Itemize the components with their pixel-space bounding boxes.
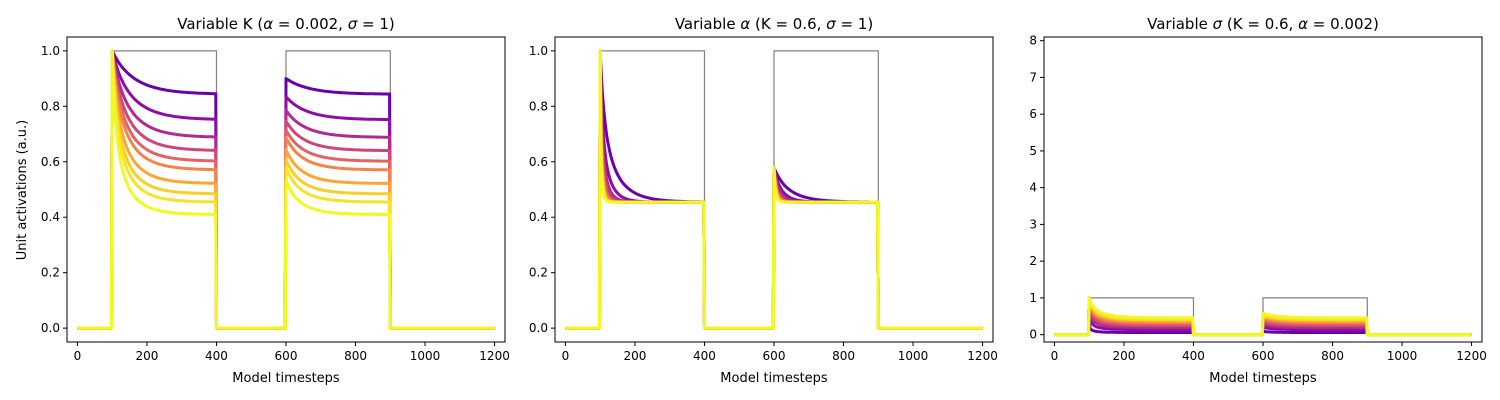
panel-1-xtick-label: 800 [344, 349, 367, 363]
panel-3-title: Variable σ (K = 0.6, α = 0.002) [1147, 15, 1379, 33]
panel-2-xtick-label: 400 [693, 349, 716, 363]
panel-3-xlabel: Model timesteps [1209, 371, 1317, 386]
panel-1-ytick-label: 0.6 [41, 155, 60, 169]
panel-3-series-line [1053, 296, 1473, 337]
panel-1-xtick-label: 1200 [479, 349, 510, 363]
panel-3-xtick-label: 200 [1112, 349, 1135, 363]
panel-2-title-suffix: = 1) [836, 15, 874, 33]
panel-1-title-suffix: = 1) [357, 15, 395, 33]
panel-variable-k: Variable K (α = 0.002, σ = 1) 0 200 400 600… [15, 15, 510, 386]
panel-3-ytick-label: 3 [1029, 217, 1037, 231]
panel-1-frame [66, 36, 506, 343]
panel-3-ytick-label: 6 [1029, 107, 1037, 121]
panel-1-title-alpha: α [263, 15, 273, 33]
panel-2-ytick-label: 1.0 [529, 44, 548, 58]
panel-1-ylabel: Unit activations (a.u.) [15, 120, 30, 261]
panel-3-title-alpha: α [1298, 15, 1308, 33]
panel-1-title: Variable K (α = 0.002, σ = 1) [177, 15, 394, 33]
panel-3-ytick-label: 7 [1029, 70, 1037, 84]
panel-3-xtick-label: 600 [1252, 349, 1275, 363]
panel-2-xtick-label: 0 [562, 349, 570, 363]
panel-3-ytick-label: 0 [1029, 328, 1037, 342]
panel-2-xtick-label: 800 [832, 349, 855, 363]
panel-3-ticks: 0 200 400 600 800 1000 1200 0 1 2 3 4 5 6 7 8 [1029, 34, 1486, 363]
panel-1-ytick-label: 1.0 [41, 44, 60, 58]
panel-3-xtick-label: 0 [1051, 349, 1059, 363]
panel-1-ytick-label: 0.2 [41, 266, 60, 280]
panel-1-ytick-label: 0.4 [41, 210, 60, 224]
panel-3-ytick-label: 8 [1029, 34, 1037, 48]
panel-variable-sigma: Variable σ (K = 0.6, α = 0.002) 0 200 400 6… [1029, 15, 1486, 386]
panel-1-ticks: 0 200 400 600 800 1000 1200 0.0 0.2 0.4 0.6 0.8 1.0 [41, 44, 510, 363]
panel-variable-alpha: Variable α (K = 0.6, σ = 1) 0 200 400 600 80… [529, 15, 998, 386]
panel-3-ytick-label: 5 [1029, 144, 1037, 158]
panel-1-xtick-label: 400 [205, 349, 228, 363]
panel-2-ytick-label: 0.6 [529, 155, 548, 169]
panel-2-series [564, 49, 984, 330]
panel-3-ytick-label: 2 [1029, 254, 1037, 268]
panel-2-frame [554, 36, 994, 343]
panel-3-frame [1043, 36, 1483, 343]
panel-3-series [1053, 296, 1473, 337]
panel-3-xtick-label: 1200 [1456, 349, 1487, 363]
panel-2-xtick-label: 600 [763, 349, 786, 363]
panel-3-xtick-label: 1000 [1387, 349, 1418, 363]
panel-2-series-line [564, 49, 984, 330]
panel-2-xtick-label: 1000 [898, 349, 929, 363]
panel-1-title-prefix: Variable K ( [177, 15, 263, 33]
panel-1-xlabel: Model timesteps [232, 371, 340, 386]
panel-3-title-suffix: (K = 0.6, [1222, 15, 1298, 33]
panel-2-xtick-label: 200 [623, 349, 646, 363]
panel-3-title-middle: = 0.002) [1308, 15, 1379, 33]
panel-2-title-sigma: σ [826, 15, 836, 33]
panel-2-ticks: 0 200 400 600 800 1000 1200 0.0 0.2 0.4 0.6 0.8 1.0 [529, 44, 998, 363]
panel-1-series [76, 49, 496, 330]
panel-2-title-prefix: Variable [675, 15, 741, 33]
panel-2-ytick-label: 0.2 [529, 266, 548, 280]
panel-2-ytick-label: 0.0 [529, 321, 548, 335]
panel-3-title-sigma: σ [1213, 15, 1223, 33]
panel-1-ytick-label: 0.8 [41, 99, 60, 113]
panel-3-ytick-label: 1 [1029, 291, 1037, 305]
panel-1-series-line [76, 49, 496, 330]
panel-2-title-middle: (K = 0.6, [750, 15, 826, 33]
panel-1-title-sigma: σ [348, 15, 358, 33]
panel-2-xlabel: Model timesteps [720, 371, 828, 386]
panel-3-xtick-label: 400 [1182, 349, 1205, 363]
panel-3-title-prefix: Variable [1147, 15, 1213, 33]
panel-1-title-middle: = 0.002, [273, 15, 348, 33]
panel-3-ytick-label: 4 [1029, 181, 1037, 195]
panel-2-title-alpha: α [740, 15, 750, 33]
panel-1-xtick-label: 600 [275, 349, 298, 363]
panel-1-xtick-label: 1000 [410, 349, 441, 363]
panel-3-xtick-label: 800 [1321, 349, 1344, 363]
panel-2-ytick-label: 0.4 [529, 210, 548, 224]
panel-1-ytick-label: 0.0 [41, 321, 60, 335]
panel-1-xtick-label: 200 [135, 349, 158, 363]
panel-2-ytick-label: 0.8 [529, 99, 548, 113]
panel-1-xtick-label: 0 [74, 349, 82, 363]
panel-2-title: Variable α (K = 0.6, σ = 1) [675, 15, 873, 33]
panel-2-xtick-label: 1200 [967, 349, 998, 363]
